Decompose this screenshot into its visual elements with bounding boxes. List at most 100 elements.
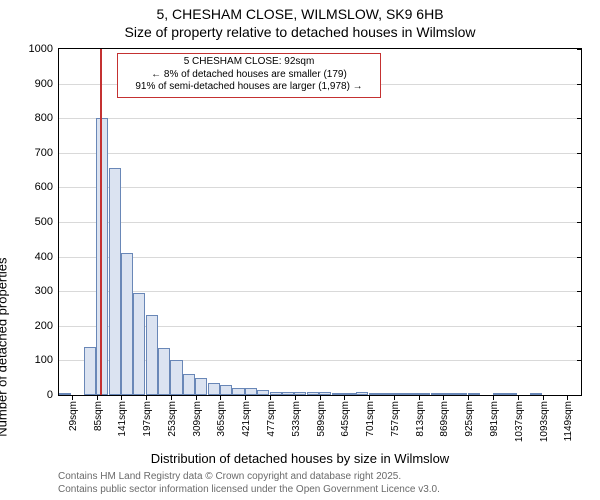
bar xyxy=(418,393,430,395)
grid-line xyxy=(59,153,581,154)
bar xyxy=(530,393,542,395)
xtick-label: 85sqm xyxy=(93,401,104,431)
bar xyxy=(455,393,467,395)
bar xyxy=(282,392,294,395)
xtick-mark xyxy=(468,395,469,400)
footnote-line2: Contains public sector information licen… xyxy=(58,484,440,497)
xtick-label: 981sqm xyxy=(489,401,500,437)
xtick-label: 701sqm xyxy=(365,401,376,437)
bar xyxy=(109,168,121,395)
callout-line: ← 8% of detached houses are smaller (179… xyxy=(124,69,374,82)
bar xyxy=(208,383,220,395)
ytick-label: 0 xyxy=(47,389,53,401)
bar xyxy=(84,347,96,395)
ytick-label: 500 xyxy=(35,216,53,228)
ytick-mark xyxy=(577,187,582,188)
bar xyxy=(133,293,145,395)
xtick-mark xyxy=(320,395,321,400)
bar xyxy=(493,393,505,395)
title-line1: 5, CHESHAM CLOSE, WILMSLOW, SK9 6HB xyxy=(0,6,600,22)
bar xyxy=(220,385,232,395)
bar xyxy=(183,374,195,395)
xtick-label: 869sqm xyxy=(439,401,450,437)
callout-box: 5 CHESHAM CLOSE: 92sqm← 8% of detached h… xyxy=(117,53,381,98)
xtick-label: 1093sqm xyxy=(539,401,550,442)
xtick-mark xyxy=(518,395,519,400)
xtick-mark xyxy=(493,395,494,400)
callout-line: 91% of semi-detached houses are larger (… xyxy=(124,81,374,94)
ytick-mark xyxy=(577,49,582,50)
bar xyxy=(369,393,381,395)
xtick-label: 365sqm xyxy=(216,401,227,437)
xtick-mark xyxy=(295,395,296,400)
footnote: Contains HM Land Registry data © Crown c… xyxy=(58,471,440,496)
xtick-label: 925sqm xyxy=(464,401,475,437)
xtick-mark xyxy=(419,395,420,400)
bar xyxy=(96,118,108,395)
xtick-mark xyxy=(146,395,147,400)
marker-line xyxy=(100,49,102,395)
xtick-label: 29sqm xyxy=(68,401,79,431)
ytick-mark xyxy=(577,291,582,292)
bar xyxy=(59,393,71,395)
bar xyxy=(344,393,356,395)
ytick-label: 800 xyxy=(35,112,53,124)
xtick-label: 197sqm xyxy=(142,401,153,437)
title-line2: Size of property relative to detached ho… xyxy=(0,24,600,40)
xtick-label: 1037sqm xyxy=(514,401,525,442)
ytick-label: 300 xyxy=(35,285,53,297)
bar xyxy=(270,392,282,395)
xtick-label: 757sqm xyxy=(390,401,401,437)
bar xyxy=(381,393,393,395)
footnote-line1: Contains HM Land Registry data © Crown c… xyxy=(58,471,440,484)
xtick-mark xyxy=(270,395,271,400)
xtick-label: 309sqm xyxy=(192,401,203,437)
xtick-mark xyxy=(245,395,246,400)
xtick-label: 421sqm xyxy=(241,401,252,437)
xtick-label: 1149sqm xyxy=(563,401,574,441)
bar xyxy=(257,390,269,395)
callout-line: 5 CHESHAM CLOSE: 92sqm xyxy=(124,56,374,69)
grid-line xyxy=(59,222,581,223)
ytick-label: 100 xyxy=(35,354,53,366)
ytick-label: 900 xyxy=(35,78,53,90)
bar xyxy=(393,393,405,395)
xtick-label: 645sqm xyxy=(340,401,351,437)
xtick-label: 533sqm xyxy=(291,401,302,437)
bar xyxy=(170,360,182,395)
xtick-mark xyxy=(196,395,197,400)
bar xyxy=(319,392,331,395)
bar xyxy=(505,393,517,395)
bar xyxy=(294,392,306,395)
x-axis-label: Distribution of detached houses by size … xyxy=(0,451,600,466)
ytick-mark xyxy=(577,222,582,223)
xtick-label: 589sqm xyxy=(316,401,327,437)
bar xyxy=(232,388,244,395)
xtick-label: 813sqm xyxy=(415,401,426,437)
grid-line xyxy=(59,187,581,188)
ytick-mark xyxy=(577,326,582,327)
xtick-mark xyxy=(369,395,370,400)
bar xyxy=(195,378,207,395)
ytick-label: 400 xyxy=(35,251,53,263)
bar xyxy=(121,253,133,395)
bar xyxy=(146,315,158,395)
xtick-mark xyxy=(567,395,568,400)
bar xyxy=(406,393,418,395)
xtick-mark xyxy=(220,395,221,400)
ytick-label: 600 xyxy=(35,181,53,193)
ytick-mark xyxy=(577,118,582,119)
bar xyxy=(332,393,344,395)
ytick-mark xyxy=(577,360,582,361)
ytick-label: 1000 xyxy=(29,43,53,55)
bar xyxy=(431,393,443,395)
chart-container: 5, CHESHAM CLOSE, WILMSLOW, SK9 6HB Size… xyxy=(0,0,600,500)
bar xyxy=(356,392,368,395)
ytick-mark xyxy=(577,395,582,396)
plot-area: 0100200300400500600700800900100029sqm85s… xyxy=(58,48,582,396)
bar xyxy=(443,393,455,395)
xtick-label: 253sqm xyxy=(167,401,178,437)
bar xyxy=(245,388,257,395)
ytick-mark xyxy=(577,84,582,85)
ytick-label: 200 xyxy=(35,320,53,332)
